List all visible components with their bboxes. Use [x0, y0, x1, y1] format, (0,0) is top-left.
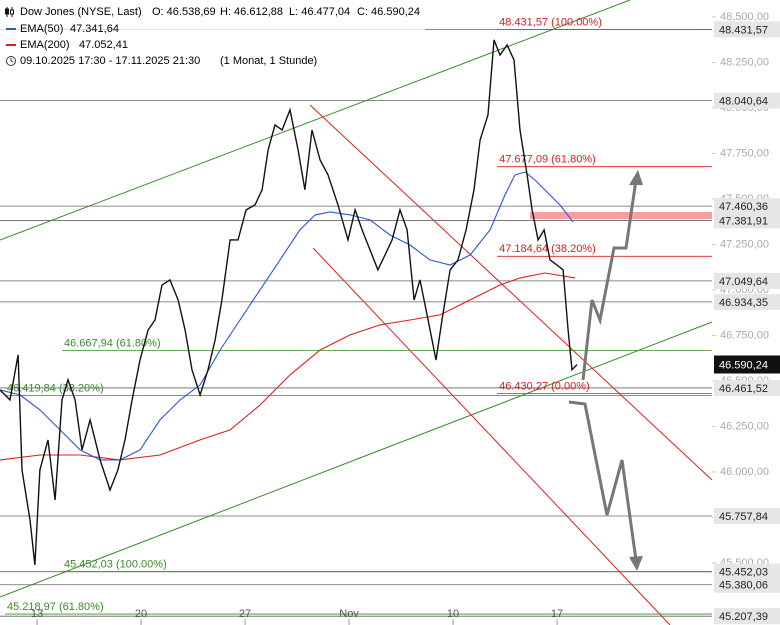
x-tick-label: 17 [551, 608, 563, 620]
arrow-head [629, 170, 643, 185]
down-arrow [568, 400, 638, 561]
ema-line [0, 171, 574, 461]
y-tick-label: 46.000,00 [720, 466, 769, 478]
legend-entry: EMA(200) [20, 39, 70, 51]
y-tick-label: 48.250,00 [720, 56, 769, 68]
x-tick-label: 27 [239, 608, 251, 620]
legend-background [0, 2, 425, 68]
candle-icon [5, 7, 14, 17]
ohlc: C: 46.590,24 [357, 6, 420, 18]
level-label-box [714, 198, 780, 215]
ohlc: H: 46.612,88 [220, 6, 283, 18]
price-label-box [714, 355, 780, 374]
level-label-box [714, 608, 780, 625]
level-label: 47.049,64 [719, 276, 768, 288]
level-label-box [714, 379, 780, 396]
legend-value: 47.341,64 [70, 23, 119, 35]
up-arrow [581, 179, 638, 381]
level-label-box [714, 508, 780, 525]
level-label-box [714, 272, 780, 289]
arrow-head [629, 556, 643, 571]
legend-title: Dow Jones (NYSE, Last) [20, 6, 142, 18]
level-label-box [714, 576, 780, 593]
level-label: 45.452,03 [719, 567, 768, 579]
y-tick-label: 47.250,00 [720, 238, 769, 250]
level-label: 45.380,06 [719, 580, 768, 592]
level-label-box [714, 293, 780, 310]
level-label: 47.381,91 [719, 215, 768, 227]
y-tick-label: 47.750,00 [720, 147, 769, 159]
legend-entry: EMA(50) [20, 23, 63, 35]
level-label: 48.431,57 [719, 24, 768, 36]
clock-hands [10, 58, 14, 63]
fib-label: 48.431,57 (100.00%) [499, 16, 602, 28]
drawings [0, 0, 713, 625]
price-label: 46.590,24 [719, 359, 768, 371]
trend-line [0, 0, 631, 241]
fib-label: 45.218,97 (61.80%) [7, 601, 104, 613]
fib-label: 46.419,84 (38.20%) [7, 382, 104, 394]
trend-line [309, 104, 713, 481]
x-tick-label: 13 [31, 608, 43, 620]
legend-value: 47.052,41 [79, 39, 128, 51]
date-range: 09.10.2025 17:30 - 17.11.2025 21:30 [20, 55, 200, 67]
fib-label: 45.452,03 (100.00%) [64, 559, 167, 571]
y-tick-label: 46.250,00 [720, 420, 769, 432]
level-label: 48.040,64 [719, 95, 768, 107]
level-label-box [714, 21, 780, 38]
fib-label: 46.430,27 (0.00%) [499, 381, 590, 393]
clock-icon [6, 56, 16, 66]
level-label: 47.460,36 [719, 201, 768, 213]
level-label: 46.461,52 [719, 383, 768, 395]
period: (1 Monat, 1 Stunde) [220, 55, 317, 67]
trend-line [0, 321, 713, 598]
scenario-arrows [568, 170, 643, 571]
x-tick-label: 20 [135, 608, 147, 620]
fib-label: 47.677,09 (61.80%) [499, 154, 596, 166]
level-label: 45.757,84 [719, 511, 768, 523]
resistance-zone [530, 212, 712, 219]
x-tick-label: Nov [339, 608, 359, 620]
x-tick-label: 10 [447, 608, 459, 620]
level-label-box [714, 92, 780, 109]
y-tick-label: 48.500,00 [720, 11, 769, 23]
ohlc: L: 46.477,04 [289, 6, 350, 18]
legend: Dow Jones (NYSE, Last) O: 46.538,69 H: 4… [0, 2, 425, 68]
ohlc: O: 46.538,69 [152, 6, 216, 18]
trend-line [312, 247, 671, 625]
y-tick-label: 46.750,00 [720, 329, 769, 341]
level-label-box [714, 563, 780, 580]
fib-label: 46.667,94 (61.80%) [64, 337, 161, 349]
level-label: 46.934,35 [719, 297, 768, 309]
price-line [0, 39, 578, 565]
level-label-box [714, 212, 780, 229]
level-label: 45.207,39 [719, 611, 768, 623]
